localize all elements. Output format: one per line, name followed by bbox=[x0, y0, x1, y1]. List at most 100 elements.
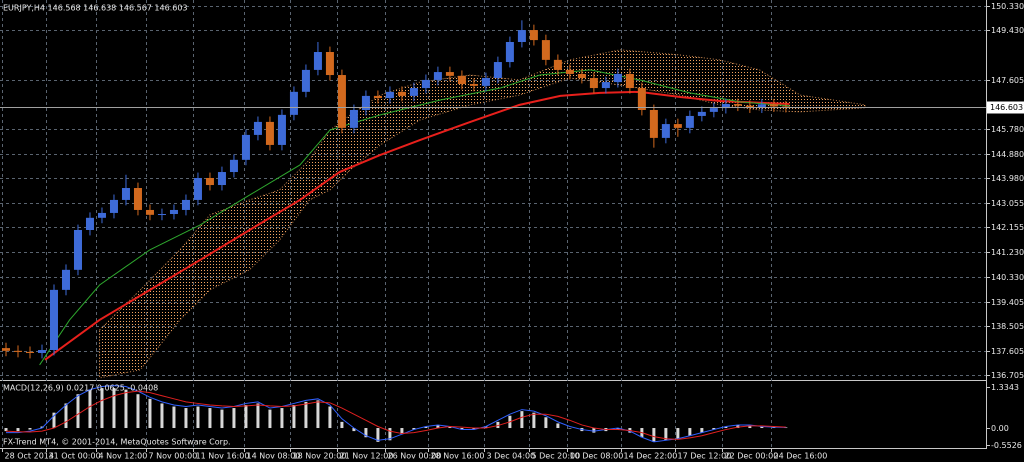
x-tick-label: 7 Nov 00:00 bbox=[149, 452, 198, 461]
histogram-bar bbox=[148, 398, 152, 429]
candle-body bbox=[685, 115, 694, 128]
histogram-bar bbox=[484, 426, 488, 429]
y-tick-label: 144.880 bbox=[991, 150, 1024, 159]
y-tick-label: 140.330 bbox=[991, 273, 1024, 282]
x-tick-label: 28 Oct 2014 bbox=[5, 452, 54, 461]
ichimoku-cloud bbox=[99, 49, 866, 379]
histogram-bar bbox=[244, 404, 248, 429]
candle-body bbox=[601, 82, 610, 89]
candle-body bbox=[361, 95, 370, 110]
histogram-bar bbox=[532, 412, 536, 429]
candle-body bbox=[457, 75, 466, 84]
x-tick-label: 24 Dec 16:00 bbox=[774, 452, 828, 461]
histogram-bar bbox=[496, 421, 500, 429]
histogram-bar bbox=[184, 408, 188, 429]
histogram-bar bbox=[412, 428, 416, 430]
histogram-bar bbox=[304, 401, 308, 429]
histogram-bar bbox=[292, 404, 296, 429]
histogram-bar bbox=[52, 412, 56, 429]
x-tick-label: 4 Nov 12:00 bbox=[99, 452, 148, 461]
macd-line bbox=[5, 385, 786, 443]
candle-body bbox=[589, 78, 598, 89]
histogram-bar bbox=[436, 424, 440, 429]
histogram-bar bbox=[520, 411, 524, 429]
candle-body bbox=[781, 106, 790, 108]
candle-body bbox=[409, 88, 418, 96]
candle-body bbox=[565, 69, 574, 74]
candle-body bbox=[61, 269, 70, 290]
histogram-bar bbox=[688, 428, 692, 436]
histogram-bar bbox=[448, 426, 452, 429]
candle-body bbox=[97, 212, 106, 218]
x-tick-label: 11 Nov 16:00 bbox=[196, 452, 250, 461]
candle-body bbox=[205, 177, 214, 186]
histogram-bar bbox=[736, 424, 740, 429]
y-tick-label: 145.780 bbox=[991, 125, 1024, 134]
candle-body bbox=[661, 124, 670, 138]
candle-body bbox=[721, 104, 730, 109]
candle-body bbox=[433, 72, 442, 80]
histogram-bar bbox=[64, 403, 68, 429]
candle-body bbox=[493, 62, 502, 79]
histogram-bar bbox=[268, 409, 272, 429]
histogram-bar bbox=[340, 421, 344, 429]
histogram-bar bbox=[712, 428, 716, 430]
y-tick-label: 137.605 bbox=[991, 347, 1024, 356]
histogram-bar bbox=[124, 389, 128, 429]
candle-body bbox=[709, 108, 718, 112]
histogram-bar bbox=[16, 428, 20, 432]
candle-body bbox=[1, 348, 10, 351]
candle-body bbox=[301, 69, 310, 92]
histogram-bar bbox=[568, 428, 572, 429]
candle-body bbox=[85, 217, 94, 231]
histogram-bar bbox=[472, 428, 476, 430]
candle-body bbox=[541, 40, 550, 60]
macd-line bbox=[5, 390, 786, 440]
histogram-bar bbox=[400, 428, 404, 435]
candle-body bbox=[313, 52, 322, 70]
histogram-bar bbox=[748, 424, 752, 429]
moving-average bbox=[39, 69, 790, 366]
y-tick-label: 0.00 bbox=[991, 424, 1009, 433]
histogram-bar bbox=[364, 428, 368, 438]
histogram-bar bbox=[760, 426, 764, 429]
candle-body bbox=[421, 79, 430, 89]
candle-body bbox=[325, 52, 334, 76]
candle-body bbox=[169, 209, 178, 215]
x-tick-label: 17 Dec 12:00 bbox=[678, 452, 732, 461]
histogram-bar bbox=[256, 403, 260, 429]
candle-body bbox=[349, 109, 358, 128]
histogram-bar bbox=[724, 426, 728, 429]
candle-body bbox=[13, 350, 22, 352]
candle-body bbox=[469, 83, 478, 86]
histogram-bar bbox=[664, 428, 668, 441]
x-tick-label: 10 Dec 08:00 bbox=[570, 452, 624, 461]
histogram-bar bbox=[388, 428, 392, 441]
candle-body bbox=[757, 104, 766, 108]
x-tick-label: 22 Dec 00:00 bbox=[725, 452, 779, 461]
candle-body bbox=[337, 75, 346, 128]
candle-body bbox=[37, 350, 46, 353]
moving-average bbox=[44, 90, 790, 361]
histogram-bar bbox=[196, 406, 200, 429]
candle-body bbox=[217, 172, 226, 186]
last-price-label: 146.603 bbox=[990, 103, 1023, 112]
y-tick-label: 141.230 bbox=[991, 248, 1024, 257]
candle-body bbox=[121, 188, 130, 200]
histogram-bar bbox=[160, 403, 164, 429]
candle-body bbox=[265, 121, 274, 145]
candle-body bbox=[133, 188, 142, 210]
candle-body bbox=[637, 88, 646, 110]
copyright-note: FX-Trend MT4, © 2001-2014, MetaQuotes So… bbox=[3, 438, 231, 447]
candle-body bbox=[145, 209, 154, 215]
candle-body bbox=[517, 30, 526, 42]
candle-body bbox=[613, 73, 622, 83]
candle-body bbox=[73, 230, 82, 270]
candle-body bbox=[529, 30, 538, 41]
y-tick-label: -0.5526 bbox=[991, 441, 1022, 450]
candle-body bbox=[625, 73, 634, 89]
candle-body bbox=[745, 105, 754, 108]
candle-body bbox=[157, 214, 166, 216]
